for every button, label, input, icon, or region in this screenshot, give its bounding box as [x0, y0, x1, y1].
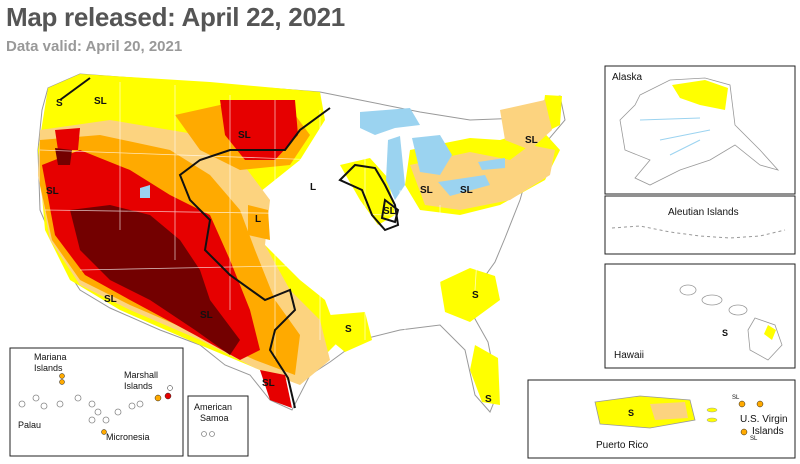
map-title: Map released: April 22, 2021 [6, 2, 345, 32]
palau-label: Palau [18, 420, 41, 430]
micronesia-label: Micronesia [106, 432, 150, 442]
marshall-label-line2: Islands [124, 381, 153, 391]
island-markers [18, 394, 144, 424]
american-samoa-inset: American Samoa [187, 395, 249, 457]
impact-label: SL [732, 395, 740, 401]
impact-labels: S SL SL L L SL SL SL SL SL SL SL SL S S … [46, 96, 538, 405]
impact-label: S [722, 328, 728, 338]
puerto-rico-inset: S SL SL Puerto Rico U.S. Virgin Islands [527, 379, 796, 459]
impact-boundaries [59, 77, 400, 409]
aleutian-inset: Aleutian Islands [604, 195, 796, 255]
pacific-islands-inset: Mariana Islands Marshall Islands Palau M… [9, 347, 184, 457]
aleutian-label: Aleutian Islands [668, 207, 739, 218]
alaska-inset: Alaska [604, 65, 796, 195]
impact-label: S [628, 408, 634, 418]
hawaii-inset: Hawaii S [604, 263, 796, 369]
impact-label: S [345, 324, 352, 335]
conus-map: S SL SL L L SL SL SL SL SL SL SL SL S S … [37, 73, 566, 413]
mariana-label-line2: Islands [34, 363, 63, 373]
impact-label: SL [200, 310, 213, 321]
impact-label: SL [420, 185, 433, 196]
impact-label: SL [94, 96, 107, 107]
samoa-label-line2: Samoa [200, 413, 229, 423]
impact-label: SL [383, 206, 396, 217]
impact-label: SL [750, 436, 758, 442]
impact-label: S [485, 394, 492, 405]
impact-label: S [472, 290, 479, 301]
impact-label: SL [46, 186, 59, 197]
usvi-label-line1: U.S. Virgin [740, 414, 788, 425]
marshall-label-line1: Marshall [124, 370, 158, 380]
d4-exceptional [55, 148, 240, 355]
impact-label: L [255, 214, 261, 225]
impact-label: SL [104, 294, 117, 305]
samoa-label-line1: American [194, 402, 232, 412]
mariana-label-line1: Mariana [34, 352, 67, 362]
alaska-label: Alaska [612, 72, 642, 83]
great-lakes [140, 108, 505, 200]
hawaii-label: Hawaii [614, 350, 644, 361]
impact-label: SL [460, 185, 473, 196]
data-valid-date: Data valid: April 20, 2021 [6, 38, 183, 55]
impact-label: SL [262, 378, 275, 389]
impact-label: SL [238, 130, 251, 141]
impact-label: SL [525, 135, 538, 146]
impact-label: S [56, 98, 63, 109]
puerto-rico-label: Puerto Rico [596, 440, 649, 451]
usvi-label-line2: Islands [752, 426, 784, 437]
impact-label: L [310, 182, 316, 193]
